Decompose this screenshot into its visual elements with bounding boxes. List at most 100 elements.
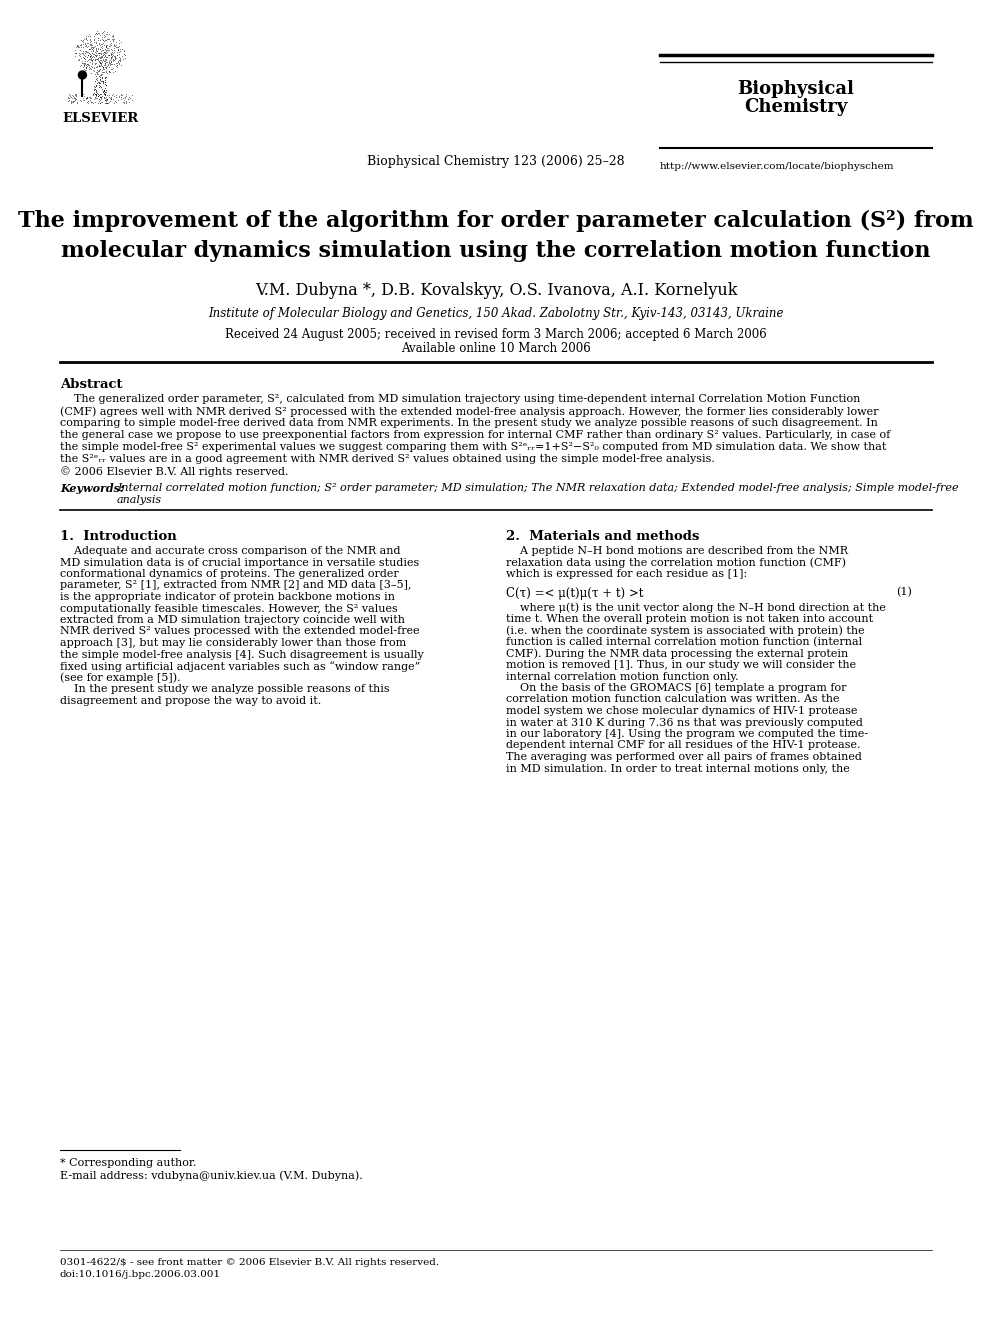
Point bbox=[74, 29, 90, 50]
Point bbox=[88, 38, 104, 60]
Point bbox=[102, 53, 118, 74]
Point bbox=[67, 45, 83, 66]
Point bbox=[90, 83, 106, 105]
Point bbox=[95, 61, 111, 82]
Point bbox=[103, 32, 119, 53]
Point bbox=[97, 83, 113, 105]
Point bbox=[97, 29, 113, 50]
Point bbox=[95, 49, 111, 70]
Point bbox=[118, 93, 134, 114]
Point bbox=[76, 86, 92, 107]
Point bbox=[72, 89, 88, 110]
Point bbox=[95, 29, 111, 50]
Point bbox=[72, 85, 88, 106]
Point bbox=[101, 24, 117, 45]
Point bbox=[81, 38, 97, 60]
Point bbox=[83, 91, 99, 112]
Point bbox=[72, 44, 88, 65]
Point bbox=[98, 29, 114, 50]
Point bbox=[81, 86, 97, 107]
Point bbox=[98, 90, 114, 111]
Point bbox=[75, 44, 91, 65]
Point bbox=[97, 41, 113, 62]
Point bbox=[102, 49, 118, 70]
Point bbox=[105, 30, 121, 52]
Point bbox=[74, 86, 90, 107]
Point bbox=[110, 52, 126, 73]
Point bbox=[96, 30, 112, 52]
Point bbox=[78, 46, 94, 67]
Point bbox=[95, 40, 111, 61]
Point bbox=[87, 49, 103, 70]
Point bbox=[84, 36, 100, 57]
Point bbox=[98, 58, 114, 79]
Point bbox=[104, 29, 120, 50]
Text: correlation motion function calculation was written. As the: correlation motion function calculation … bbox=[506, 695, 839, 705]
Point bbox=[84, 46, 100, 67]
Point bbox=[62, 85, 78, 106]
Point bbox=[87, 50, 103, 71]
Point bbox=[96, 48, 112, 69]
Point bbox=[109, 54, 125, 75]
Point bbox=[95, 21, 111, 42]
Point bbox=[74, 32, 90, 53]
Point bbox=[71, 49, 87, 70]
Point bbox=[88, 32, 104, 53]
Point bbox=[109, 54, 125, 75]
Point bbox=[93, 36, 109, 57]
Point bbox=[97, 53, 113, 74]
Text: * Corresponding author.: * Corresponding author. bbox=[60, 1158, 196, 1168]
Point bbox=[98, 87, 114, 108]
Point bbox=[91, 50, 107, 71]
Point bbox=[91, 42, 107, 64]
Point bbox=[85, 29, 101, 50]
Point bbox=[98, 74, 114, 95]
Point bbox=[92, 69, 108, 90]
Point bbox=[99, 93, 115, 114]
Text: V.M. Dubyna *, D.B. Kovalskyy, O.S. Ivanova, A.I. Kornelyuk: V.M. Dubyna *, D.B. Kovalskyy, O.S. Ivan… bbox=[255, 282, 737, 299]
Point bbox=[85, 83, 101, 105]
Point bbox=[89, 57, 105, 78]
Point bbox=[91, 54, 107, 75]
Point bbox=[98, 37, 114, 58]
Point bbox=[78, 25, 94, 46]
Point bbox=[90, 75, 106, 97]
Text: doi:10.1016/j.bpc.2006.03.001: doi:10.1016/j.bpc.2006.03.001 bbox=[60, 1270, 221, 1279]
Point bbox=[113, 83, 129, 105]
Point bbox=[76, 56, 92, 77]
Point bbox=[116, 44, 132, 65]
Text: disagreement and propose the way to avoid it.: disagreement and propose the way to avoi… bbox=[60, 696, 321, 705]
Point bbox=[97, 82, 113, 103]
Text: E-mail address: vdubyna@univ.kiev.ua (V.M. Dubyna).: E-mail address: vdubyna@univ.kiev.ua (V.… bbox=[60, 1170, 363, 1180]
Point bbox=[81, 28, 97, 49]
Text: parameter, S² [1], extracted from NMR [2] and MD data [3–5],: parameter, S² [1], extracted from NMR [2… bbox=[60, 581, 412, 590]
Point bbox=[96, 41, 112, 62]
Point bbox=[88, 69, 104, 90]
Point bbox=[101, 61, 117, 82]
Point bbox=[74, 50, 90, 71]
Point bbox=[89, 24, 105, 45]
Point bbox=[114, 45, 130, 66]
Point bbox=[84, 49, 100, 70]
Point bbox=[103, 34, 119, 56]
Point bbox=[73, 34, 89, 56]
Point bbox=[86, 57, 102, 78]
Point bbox=[93, 91, 109, 112]
Point bbox=[89, 82, 105, 103]
Point bbox=[96, 79, 112, 101]
Point bbox=[92, 52, 108, 73]
Point bbox=[90, 86, 106, 107]
Point bbox=[61, 87, 76, 108]
Point bbox=[91, 42, 107, 64]
Point bbox=[84, 37, 100, 58]
Point bbox=[88, 67, 104, 89]
Point bbox=[98, 34, 114, 56]
Point bbox=[77, 28, 93, 49]
Point bbox=[80, 49, 96, 70]
Point bbox=[98, 40, 114, 61]
Point bbox=[95, 58, 111, 79]
Point bbox=[91, 75, 107, 97]
Point bbox=[106, 54, 122, 75]
Point bbox=[107, 46, 123, 67]
Text: The averaging was performed over all pairs of frames obtained: The averaging was performed over all pai… bbox=[506, 751, 862, 762]
